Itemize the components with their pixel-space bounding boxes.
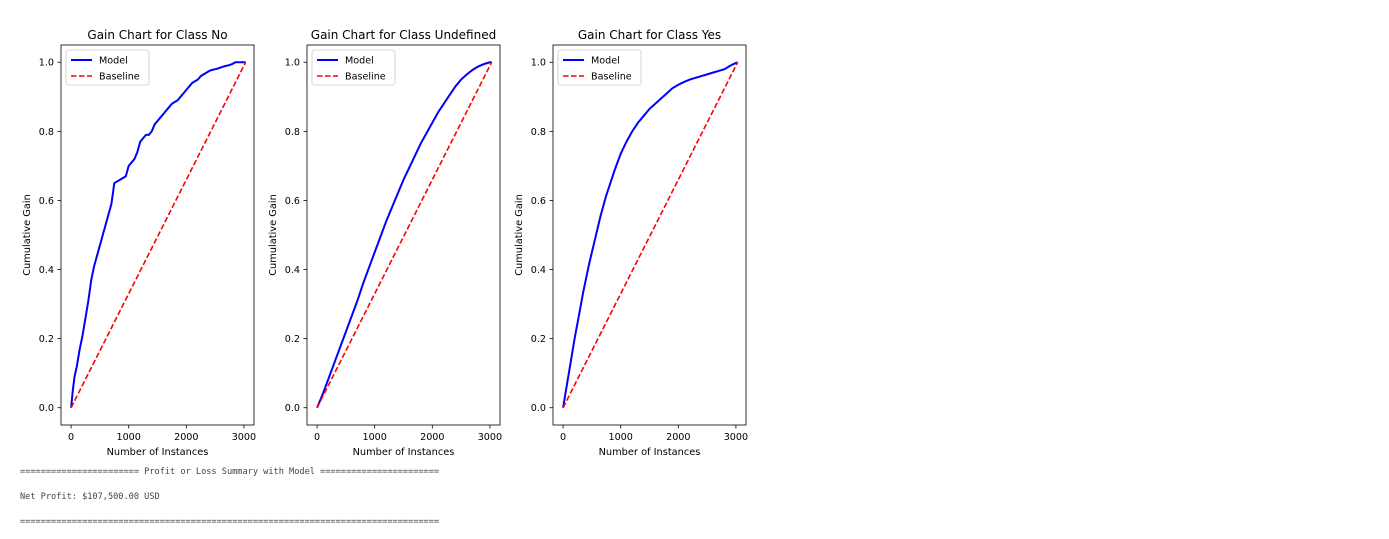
y-tick-label: 0.4 bbox=[39, 265, 54, 276]
legend: Model Baseline bbox=[557, 49, 642, 86]
y-tick-label: 0.2 bbox=[285, 334, 300, 345]
legend: Model Baseline bbox=[311, 49, 396, 86]
y-tick-label: 0.0 bbox=[39, 403, 54, 414]
chart-1: Gain Chart for Class No 0 1000 2000 3000 0.0 0… bbox=[22, 28, 256, 458]
legend-box bbox=[65, 49, 150, 86]
chart-title: Gain Chart for Class No bbox=[87, 28, 227, 42]
x-tick-label: 2000 bbox=[420, 432, 444, 443]
y-axis-label: Cumulative Gain bbox=[22, 194, 33, 276]
chart-2: Gain Chart for Class Undefined 0 1000 2000 3… bbox=[268, 28, 502, 458]
x-tick-label: 3000 bbox=[724, 432, 748, 443]
x-tick-label: 2000 bbox=[174, 432, 198, 443]
legend-label-model: Model bbox=[345, 56, 374, 67]
y-tick-label: 0.8 bbox=[39, 127, 54, 138]
axes-frame bbox=[60, 44, 255, 426]
series-line-baseline bbox=[562, 61, 739, 409]
legend-box bbox=[311, 49, 396, 86]
x-tick-label: 1000 bbox=[362, 432, 386, 443]
y-tick-label: 0.2 bbox=[531, 334, 546, 345]
legend-label-baseline: Baseline bbox=[345, 72, 386, 83]
y-axis-label: Cumulative Gain bbox=[268, 194, 279, 276]
series-line-model bbox=[316, 61, 492, 409]
net-profit-text: Net Profit: $107,500.00 USD bbox=[20, 492, 160, 502]
axes-frame bbox=[552, 44, 747, 426]
legend-label-model: Model bbox=[591, 56, 620, 67]
chart-title: Gain Chart for Class Undefined bbox=[311, 28, 496, 42]
y-tick-label: 0.0 bbox=[285, 403, 300, 414]
y-tick-label: 0.4 bbox=[531, 265, 546, 276]
chart-title: Gain Chart for Class Yes bbox=[578, 28, 721, 42]
x-tick-label: 1000 bbox=[116, 432, 140, 443]
y-axis-label: Cumulative Gain bbox=[514, 194, 525, 276]
y-tick-label: 1.0 bbox=[531, 58, 546, 69]
y-tick-label: 0.8 bbox=[285, 127, 300, 138]
y-tick-label: 0.0 bbox=[531, 403, 546, 414]
x-axis-label: Number of Instances bbox=[107, 447, 209, 458]
y-tick-label: 0.6 bbox=[39, 196, 54, 207]
y-tick-label: 0.6 bbox=[531, 196, 546, 207]
y-tick-label: 0.8 bbox=[531, 127, 546, 138]
plot-area bbox=[70, 61, 247, 409]
legend-label-model: Model bbox=[99, 56, 128, 67]
x-tick-label: 3000 bbox=[232, 432, 256, 443]
summary-separator-bottom: ========================================… bbox=[20, 517, 440, 527]
series-line-baseline bbox=[70, 61, 247, 409]
x-tick-label: 0 bbox=[68, 432, 74, 443]
x-tick-label: 0 bbox=[560, 432, 566, 443]
x-tick-label: 3000 bbox=[478, 432, 502, 443]
x-axis-label: Number of Instances bbox=[353, 447, 455, 458]
axes-frame bbox=[306, 44, 501, 426]
y-tick-label: 1.0 bbox=[285, 58, 300, 69]
legend-label-baseline: Baseline bbox=[591, 72, 632, 83]
y-tick-label: 0.4 bbox=[285, 265, 300, 276]
summary-separator-top: ======================= Profit or Loss S… bbox=[20, 467, 440, 477]
plot-area bbox=[562, 61, 739, 409]
legend: Model Baseline bbox=[65, 49, 150, 86]
series-line-model bbox=[562, 61, 739, 408]
x-tick-label: 1000 bbox=[608, 432, 632, 443]
series-line-baseline bbox=[316, 61, 493, 409]
y-tick-label: 0.6 bbox=[285, 196, 300, 207]
y-tick-label: 1.0 bbox=[39, 58, 54, 69]
legend-label-baseline: Baseline bbox=[99, 72, 140, 83]
legend-box bbox=[557, 49, 642, 86]
plot-area bbox=[316, 61, 493, 409]
chart-3: Gain Chart for Class Yes 0 1000 2000 3000 0.0… bbox=[514, 28, 748, 458]
y-tick-label: 0.2 bbox=[39, 334, 54, 345]
x-tick-label: 0 bbox=[314, 432, 320, 443]
x-axis-label: Number of Instances bbox=[599, 447, 701, 458]
series-line-model bbox=[70, 61, 246, 408]
x-tick-label: 2000 bbox=[666, 432, 690, 443]
gain-charts-figure: Gain Chart for Class No 0 1000 2000 3000 0.0 0… bbox=[22, 28, 748, 458]
